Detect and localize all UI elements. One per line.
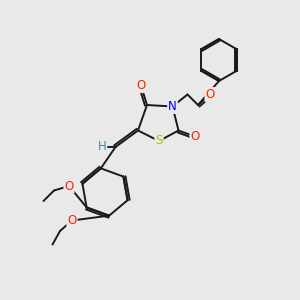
Text: O: O <box>206 88 214 101</box>
Text: H: H <box>98 140 106 154</box>
Text: S: S <box>155 134 163 148</box>
Text: O: O <box>68 214 76 227</box>
Text: N: N <box>168 100 177 113</box>
Text: O: O <box>64 179 74 193</box>
Text: O: O <box>190 130 200 143</box>
Text: O: O <box>136 79 146 92</box>
